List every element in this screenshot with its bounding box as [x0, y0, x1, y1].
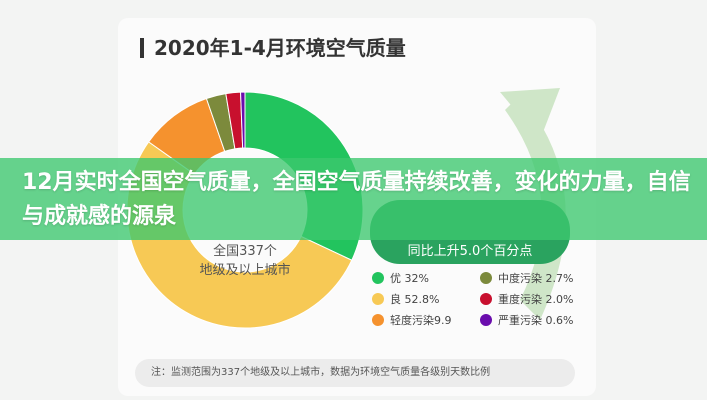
footnote: 注：监测范围为337个地级及以上城市，数据为环境空气质量各级别天数比例	[135, 359, 575, 387]
legend-label: 严重污染 0.6%	[498, 314, 574, 327]
center-line-2: 地级及以上城市	[199, 263, 291, 278]
trend-arrow-icon	[505, 95, 566, 320]
legend-dot-icon	[480, 314, 492, 326]
legend-dot-icon	[480, 293, 492, 305]
legend-label: 重度污染 2.0%	[498, 293, 574, 306]
legend-label: 优 32%	[390, 272, 429, 285]
legend-dot-icon	[480, 272, 492, 284]
legend-item: 中度污染 2.7%	[480, 270, 590, 286]
legend-item: 重度污染 2.0%	[480, 291, 590, 307]
legend-dot-icon	[372, 272, 384, 284]
center-line-1: 全国337个	[213, 244, 277, 259]
headline-banner	[0, 158, 707, 240]
legend-dot-icon	[372, 293, 384, 305]
legend-label: 中度污染 2.7%	[498, 272, 574, 285]
title-bar	[140, 38, 144, 58]
legend-item: 优 32%	[372, 270, 482, 286]
arrow-head-icon	[500, 88, 560, 140]
chart-title: 2020年1-4月环境空气质量	[140, 32, 406, 61]
slice-5	[240, 91, 246, 149]
legend-dot-icon	[372, 314, 384, 326]
legend-item: 严重污染 0.6%	[480, 312, 590, 328]
legend-label: 良 52.8%	[390, 293, 440, 306]
chart-title-text: 2020年1-4月环境空气质量	[154, 36, 406, 60]
donut-center-label: 全国337个 地级及以上城市	[195, 240, 295, 278]
headline-text: 12月实时全国空气质量，全国空气质量持续改善，变化的力量，自信与成就感的源泉	[22, 170, 691, 229]
legend-item: 良 52.8%	[372, 291, 482, 307]
legend-label: 轻度污染9.9	[390, 314, 452, 327]
badge-text: 同比上升5.0个百分点	[407, 244, 533, 259]
legend-item: 轻度污染9.9	[372, 312, 482, 328]
